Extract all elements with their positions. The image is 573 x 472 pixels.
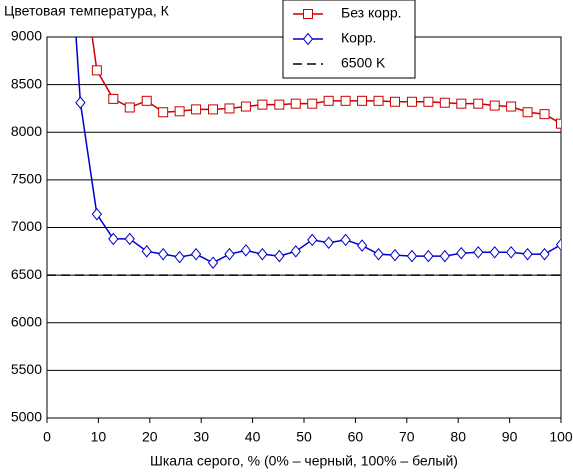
- y-tick-label: 5000: [11, 409, 42, 425]
- point: [207, 256, 219, 270]
- x-tick-label: 100: [549, 429, 573, 445]
- point: [174, 250, 185, 264]
- point: [290, 98, 301, 109]
- y-tick-label: 6000: [11, 313, 42, 329]
- point: [240, 101, 251, 112]
- point: [539, 247, 550, 261]
- legend-label: Без корр.: [341, 5, 402, 21]
- point: [240, 244, 252, 257]
- point: [556, 118, 561, 129]
- point: [257, 99, 268, 110]
- point: [522, 107, 533, 118]
- legend-label: 6500 K: [341, 55, 386, 71]
- point: [340, 233, 351, 247]
- point: [373, 95, 384, 106]
- point: [108, 232, 119, 246]
- point: [274, 99, 285, 110]
- point: [290, 245, 301, 258]
- y-tick-label: 8500: [11, 75, 42, 91]
- point: [489, 100, 500, 111]
- point: [174, 106, 185, 117]
- y-tick-label: 9000: [11, 28, 42, 44]
- plot-area: [47, 37, 561, 276]
- point: [307, 233, 318, 247]
- point: [108, 93, 119, 104]
- x-tick-label: 20: [142, 429, 158, 445]
- point: [307, 98, 318, 109]
- point: [473, 245, 484, 259]
- x-tick-label: 10: [91, 429, 107, 445]
- point: [340, 95, 351, 106]
- point: [539, 109, 550, 120]
- legend-marker: [303, 9, 313, 19]
- point: [456, 246, 467, 260]
- point: [389, 248, 401, 262]
- point: [91, 207, 103, 221]
- point: [356, 239, 368, 252]
- point: [423, 96, 434, 107]
- point: [224, 247, 235, 261]
- point: [190, 247, 202, 261]
- point: [439, 249, 450, 263]
- point: [406, 96, 417, 107]
- point: [505, 245, 517, 259]
- x-tick-label: 90: [502, 429, 518, 445]
- x-tick-label: 0: [43, 429, 51, 445]
- point: [124, 102, 135, 113]
- point: [456, 98, 467, 109]
- x-tick-label: 70: [399, 429, 415, 445]
- point: [158, 247, 169, 261]
- legend-label: Корр.: [341, 30, 376, 46]
- point: [91, 65, 102, 76]
- point: [208, 104, 219, 115]
- point: [257, 247, 268, 261]
- point: [323, 95, 334, 106]
- point: [323, 236, 334, 250]
- point: [158, 107, 169, 118]
- point: [357, 95, 368, 106]
- point: [141, 245, 152, 258]
- y-tick-label: 6500: [11, 266, 42, 282]
- x-axis-label: Шкала серого, % (0% – черный, 100% – бел…: [150, 453, 458, 469]
- x-tick-label: 30: [193, 429, 209, 445]
- point: [389, 96, 400, 107]
- y-tick-label: 8000: [11, 123, 42, 139]
- point: [406, 249, 418, 263]
- point: [522, 247, 533, 261]
- point: [75, 96, 86, 110]
- point: [473, 98, 484, 109]
- point: [191, 104, 202, 115]
- point: [373, 247, 384, 261]
- point: [224, 103, 235, 114]
- point: [489, 245, 500, 259]
- legend-marker: [302, 32, 314, 46]
- point: [141, 95, 152, 106]
- x-tick-label: 60: [348, 429, 364, 445]
- y-tick-label: 5500: [11, 361, 42, 377]
- x-tick-label: 80: [450, 429, 466, 445]
- point: [124, 232, 135, 246]
- point: [555, 238, 561, 251]
- point: [423, 249, 434, 263]
- y-tick-label: 7500: [11, 171, 42, 187]
- point: [506, 101, 517, 112]
- chart-title: Цветовая температура, К: [4, 3, 170, 19]
- point: [274, 249, 285, 263]
- x-tick-label: 50: [296, 429, 312, 445]
- x-tick-label: 40: [245, 429, 261, 445]
- y-tick-label: 7000: [11, 218, 42, 234]
- point: [439, 97, 450, 108]
